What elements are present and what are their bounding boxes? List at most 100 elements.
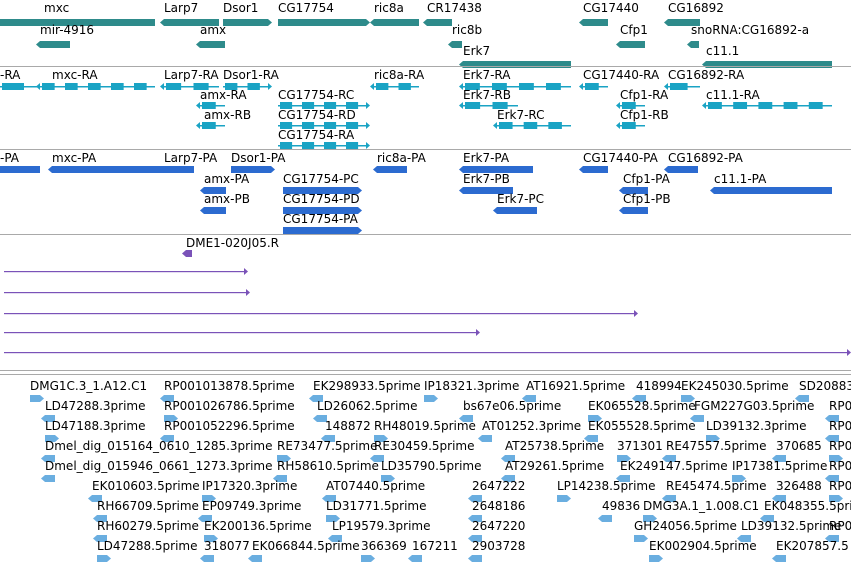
feature-label-mir-4916[interactable]: mir-4916 <box>40 23 95 37</box>
est-glyph-ip17320-3prime[interactable] <box>198 493 216 505</box>
est-glyph-rh58610-5prime[interactable] <box>273 473 291 485</box>
feature-label-ek200136-5prime[interactable]: EK200136.5prime <box>204 519 312 533</box>
est-glyph-rp0[interactable] <box>825 473 843 485</box>
transcript-glyph-erk7-ra[interactable] <box>459 81 575 93</box>
feature-label-418994[interactable]: 418994 <box>636 379 682 393</box>
feature-label-lp19579-3prime[interactable]: LP19579.3prime <box>332 519 431 533</box>
feature-label-cfp1-rb[interactable]: Cfp1-RB <box>620 108 669 122</box>
feature-label-erk7-pb[interactable]: Erk7-PB <box>463 172 510 186</box>
est-glyph-ek200136-5prime[interactable] <box>200 533 218 545</box>
feature-label-ek207857-5[interactable]: EK207857.5 <box>776 539 849 553</box>
feature-label-cfp1-ra[interactable]: Cfp1-RA <box>620 88 669 102</box>
protein-glyph-erk7-pb[interactable] <box>459 185 517 197</box>
feature-label-ek055528-5prime[interactable]: EK055528.5prime <box>588 419 696 433</box>
est-glyph-ek207857-5[interactable] <box>772 553 790 565</box>
feature-label-cg17754-pc[interactable]: CG17754-PC <box>283 172 359 186</box>
est-glyph-at01252-3prime[interactable] <box>478 433 496 445</box>
feature-label-rp0[interactable]: RP0 <box>829 439 851 453</box>
protein-glyph-c11-1-pa[interactable] <box>710 185 836 197</box>
protein-glyph-amx-pb[interactable] <box>200 205 230 217</box>
feature-label-at29261-5prime[interactable]: AT29261.5prime <box>505 459 605 473</box>
gene-glyph-mxc[interactable] <box>0 17 159 29</box>
feature-label-cfp1[interactable]: Cfp1 <box>620 23 648 37</box>
feature-label-318077[interactable]: 318077 <box>204 539 250 553</box>
protein-glyph-erk7-pa[interactable] <box>459 164 537 176</box>
cdna-glyph-dme1-020j05-r[interactable] <box>182 248 196 260</box>
feature-label-bs67e06-5prime[interactable]: bs67e06.5prime <box>463 399 562 413</box>
feature-label-ek249147-5prime[interactable]: EK249147.5prime <box>620 459 728 473</box>
feature-label-326488[interactable]: 326488 <box>776 479 822 493</box>
gene-glyph-cg16892[interactable] <box>664 17 704 29</box>
feature-label-cg17440-ra[interactable]: CG17440-RA <box>583 68 660 82</box>
est-glyph-at07440-5prime[interactable] <box>322 493 340 505</box>
feature-label-cg16892[interactable]: CG16892 <box>668 1 724 15</box>
feature-label-ric8a[interactable]: ric8a <box>374 1 404 15</box>
protein-glyph-cg17440-pa[interactable] <box>579 164 612 176</box>
est-glyph-ep09749-3prime[interactable] <box>198 513 216 525</box>
feature-label-cg17754-rd[interactable]: CG17754-RD <box>278 108 356 122</box>
feature-label-cg17754[interactable]: CG17754 <box>278 1 334 15</box>
protein-glyph-erk7-pc[interactable] <box>493 205 541 217</box>
est-glyph-sd20883[interactable] <box>795 393 813 405</box>
feature-label-ld26062-5prime[interactable]: LD26062.5prime <box>317 399 418 413</box>
protein-glyph-pa[interactable] <box>0 164 44 176</box>
feature-label-c11-1-ra[interactable]: c11.1-RA <box>706 88 760 102</box>
est-glyph-ld35790-5prime[interactable] <box>377 473 395 485</box>
feature-label-ric8a-pa[interactable]: ric8a-PA <box>377 151 426 165</box>
feature-label-ld39132-3prime[interactable]: LD39132.3prime <box>706 419 807 433</box>
feature-label-ek066844-5prime[interactable]: EK066844.5prime <box>252 539 360 553</box>
feature-label-dsor1-ra[interactable]: Dsor1-RA <box>223 68 279 82</box>
feature-label-148872[interactable]: 148872 <box>325 419 371 433</box>
feature-label-amx-pa[interactable]: amx-PA <box>204 172 250 186</box>
est-glyph-2647222[interactable] <box>468 493 486 505</box>
feature-label-dmel-dig-015946-0661-1273-3prime[interactable]: Dmel_dig_015946_0661_1273.3prime <box>45 459 273 473</box>
est-glyph-ek249147-5prime[interactable] <box>616 473 634 485</box>
cdna-alignment-line[interactable] <box>0 327 480 339</box>
feature-label-rp001013878-5prime[interactable]: RP001013878.5prime <box>164 379 295 393</box>
est-glyph-418994[interactable] <box>632 393 650 405</box>
feature-label-cg17754-pa[interactable]: CG17754-PA <box>283 212 358 226</box>
cdna-alignment-line[interactable] <box>0 347 851 359</box>
feature-label-rh60279-5prime[interactable]: RH60279.5prime <box>97 519 199 533</box>
feature-label-ip18321-3prime[interactable]: IP18321.3prime <box>424 379 520 393</box>
feature-label-larp7-pa[interactable]: Larp7-PA <box>164 151 218 165</box>
est-glyph-ek245030-5prime[interactable] <box>677 393 695 405</box>
est-glyph-gh24056-5prime[interactable] <box>630 533 648 545</box>
feature-label-amx-ra[interactable]: amx-RA <box>200 88 247 102</box>
feature-label-ek065528-5prime[interactable]: EK065528.5prime <box>588 399 696 413</box>
est-glyph-ld39132-5prime[interactable] <box>737 533 755 545</box>
feature-label-ek048355-5prime[interactable]: EK048355.5prime <box>764 499 851 513</box>
feature-label-cg17440-pa[interactable]: CG17440-PA <box>583 151 658 165</box>
est-glyph-rp0[interactable] <box>825 493 843 505</box>
est-glyph-rp001013878-5prime[interactable] <box>160 393 178 405</box>
est-glyph-318077[interactable] <box>200 553 218 565</box>
est-glyph-167211[interactable] <box>408 553 426 565</box>
feature-label-mxc-pa[interactable]: mxc-PA <box>52 151 97 165</box>
feature-label-167211[interactable]: 167211 <box>412 539 458 553</box>
transcript-glyph-erk7-rb[interactable] <box>459 100 522 112</box>
feature-label-erk7-ra[interactable]: Erk7-RA <box>463 68 511 82</box>
transcript-glyph-mxc-ra[interactable] <box>36 81 159 93</box>
feature-label-dme1-020j05-r[interactable]: DME1-020J05.R <box>186 236 280 250</box>
transcript-glyph-erk7-rc[interactable] <box>493 120 575 132</box>
protein-glyph-mxc-pa[interactable] <box>48 164 168 176</box>
est-glyph-dmg3a-1-1-008-c1[interactable] <box>639 513 657 525</box>
feature-label-re45474-5prime[interactable]: RE45474.5prime <box>666 479 767 493</box>
feature-label-erk7-rb[interactable]: Erk7-RB <box>463 88 511 102</box>
feature-label-cg17754-pd[interactable]: CG17754-PD <box>283 192 360 206</box>
feature-label-rp0[interactable]: RP0 <box>829 459 851 473</box>
feature-label-at07440-5prime[interactable]: AT07440.5prime <box>326 479 426 493</box>
transcript-glyph-larp7-ra[interactable] <box>160 81 223 93</box>
est-glyph-rp0[interactable] <box>825 453 843 465</box>
feature-label-cg17440[interactable]: CG17440 <box>583 1 639 15</box>
est-glyph-at16921-5prime[interactable] <box>522 393 540 405</box>
est-glyph-49836[interactable] <box>598 513 616 525</box>
transcript-glyph-c11-1-ra[interactable] <box>702 100 836 112</box>
protein-glyph-cg17754-pc[interactable] <box>279 185 362 197</box>
cdna-alignment-line[interactable] <box>0 287 250 299</box>
est-glyph-371301[interactable] <box>613 453 631 465</box>
est-glyph-rp0[interactable] <box>825 413 843 425</box>
gene-glyph-cfp1[interactable] <box>616 39 649 51</box>
protein-glyph-cg16892-pa[interactable] <box>664 164 702 176</box>
feature-label-ld47288-3prime[interactable]: LD47288.3prime <box>45 399 146 413</box>
